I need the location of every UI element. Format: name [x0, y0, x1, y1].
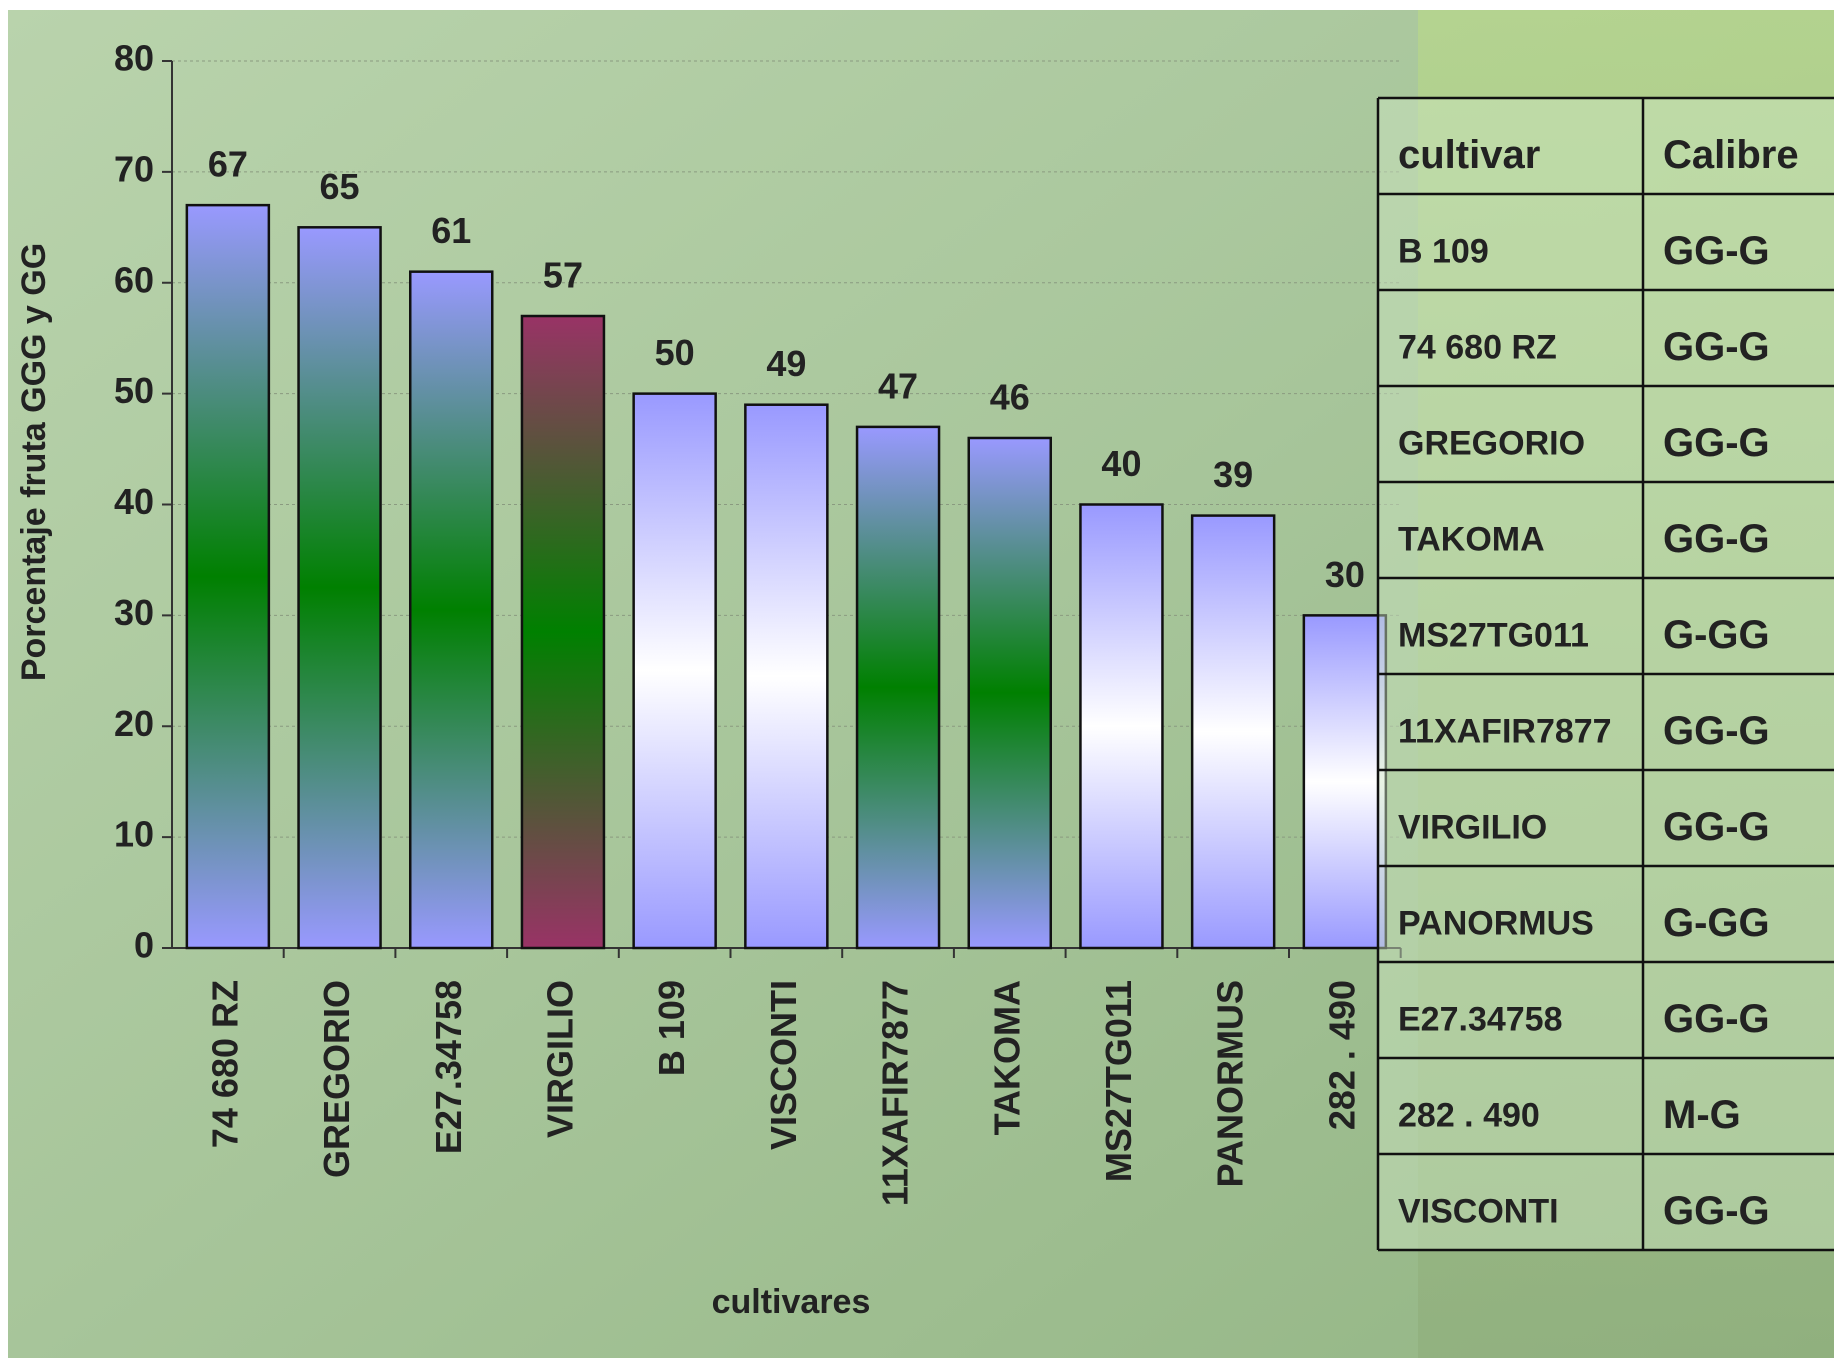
- x-tick-label: MS27TG011: [1098, 980, 1139, 1182]
- y-tick-label: 40: [114, 481, 154, 522]
- y-tick-label: 80: [114, 38, 154, 79]
- x-tick-label: 11XAFIR7877: [875, 980, 916, 1206]
- y-tick-label: 70: [114, 148, 154, 189]
- table-cell: G-GG: [1663, 901, 1770, 945]
- x-tick-label: PANORMUS: [1210, 980, 1251, 1187]
- table-cell: 74 680 RZ: [1398, 329, 1557, 367]
- x-tick-label: TAKOMA: [986, 980, 1027, 1135]
- table-cell: M-G: [1663, 1093, 1741, 1137]
- table-cell: GG-G: [1663, 517, 1770, 561]
- data-label: 40: [1101, 443, 1141, 484]
- data-label: 39: [1213, 454, 1253, 495]
- x-tick-label: VIRGILIO: [539, 980, 580, 1138]
- data-label: 57: [543, 255, 583, 296]
- bar: [1079, 503, 1164, 950]
- bar: [967, 436, 1052, 950]
- bar: [409, 270, 494, 950]
- data-label: 65: [320, 166, 360, 207]
- data-label: 49: [766, 343, 806, 384]
- table-cell: GG-G: [1663, 997, 1770, 1041]
- x-tick-label: B 109: [651, 980, 692, 1076]
- data-label: 47: [878, 365, 918, 406]
- x-tick-label: 74 680 RZ: [204, 980, 245, 1148]
- table-cell: VISCONTI: [1398, 1193, 1559, 1231]
- x-axis-title: cultivares: [712, 1283, 871, 1321]
- table-cell: VIRGILIO: [1398, 809, 1547, 847]
- table-cell: 11XAFIR7877: [1398, 713, 1612, 751]
- y-tick-label: 0: [134, 925, 154, 966]
- table-header: cultivar: [1398, 133, 1540, 177]
- table-cell: GREGORIO: [1398, 425, 1585, 463]
- data-label: 50: [655, 332, 695, 373]
- bar: [1302, 614, 1388, 950]
- bar: [297, 226, 382, 950]
- data-label: 46: [990, 376, 1030, 417]
- table-cell: B 109: [1398, 233, 1489, 271]
- x-tick-label: VISCONTI: [763, 980, 804, 1150]
- table-cell: PANORMUS: [1398, 905, 1594, 943]
- table-cell: GG-G: [1663, 709, 1770, 753]
- table-cell: GG-G: [1663, 1189, 1770, 1233]
- table-cell: MS27TG011: [1398, 617, 1589, 655]
- data-label: 61: [431, 210, 471, 251]
- table-cell: GG-G: [1663, 421, 1770, 465]
- bar: [185, 203, 271, 950]
- bar: [1190, 514, 1276, 950]
- table-cell: TAKOMA: [1398, 521, 1545, 559]
- y-tick-label: 50: [114, 370, 154, 411]
- y-axis-title: Porcentaje fruta GGG y GG: [15, 243, 53, 681]
- table-cell: G-GG: [1663, 613, 1770, 657]
- data-label: 67: [208, 144, 248, 185]
- x-tick-label: E27.34758: [428, 980, 469, 1154]
- table-header: Calibre: [1663, 133, 1799, 177]
- y-tick-label: 20: [114, 703, 154, 744]
- bar: [744, 403, 829, 950]
- bar: [632, 392, 717, 950]
- table-cell: GG-G: [1663, 805, 1770, 849]
- x-tick-label: 282 . 490: [1321, 980, 1362, 1130]
- background-right: [1418, 10, 1834, 1358]
- table-cell: 282 . 490: [1398, 1097, 1540, 1135]
- bar: [520, 314, 606, 950]
- y-tick-label: 60: [114, 259, 154, 300]
- bar: [855, 425, 941, 950]
- y-tick-label: 30: [114, 592, 154, 633]
- data-label: 30: [1325, 554, 1365, 595]
- table-cell: E27.34758: [1398, 1001, 1563, 1039]
- table-cell: GG-G: [1663, 229, 1770, 273]
- y-tick-label: 10: [114, 814, 154, 855]
- x-tick-label: GREGORIO: [316, 980, 357, 1178]
- table-cell: GG-G: [1663, 325, 1770, 369]
